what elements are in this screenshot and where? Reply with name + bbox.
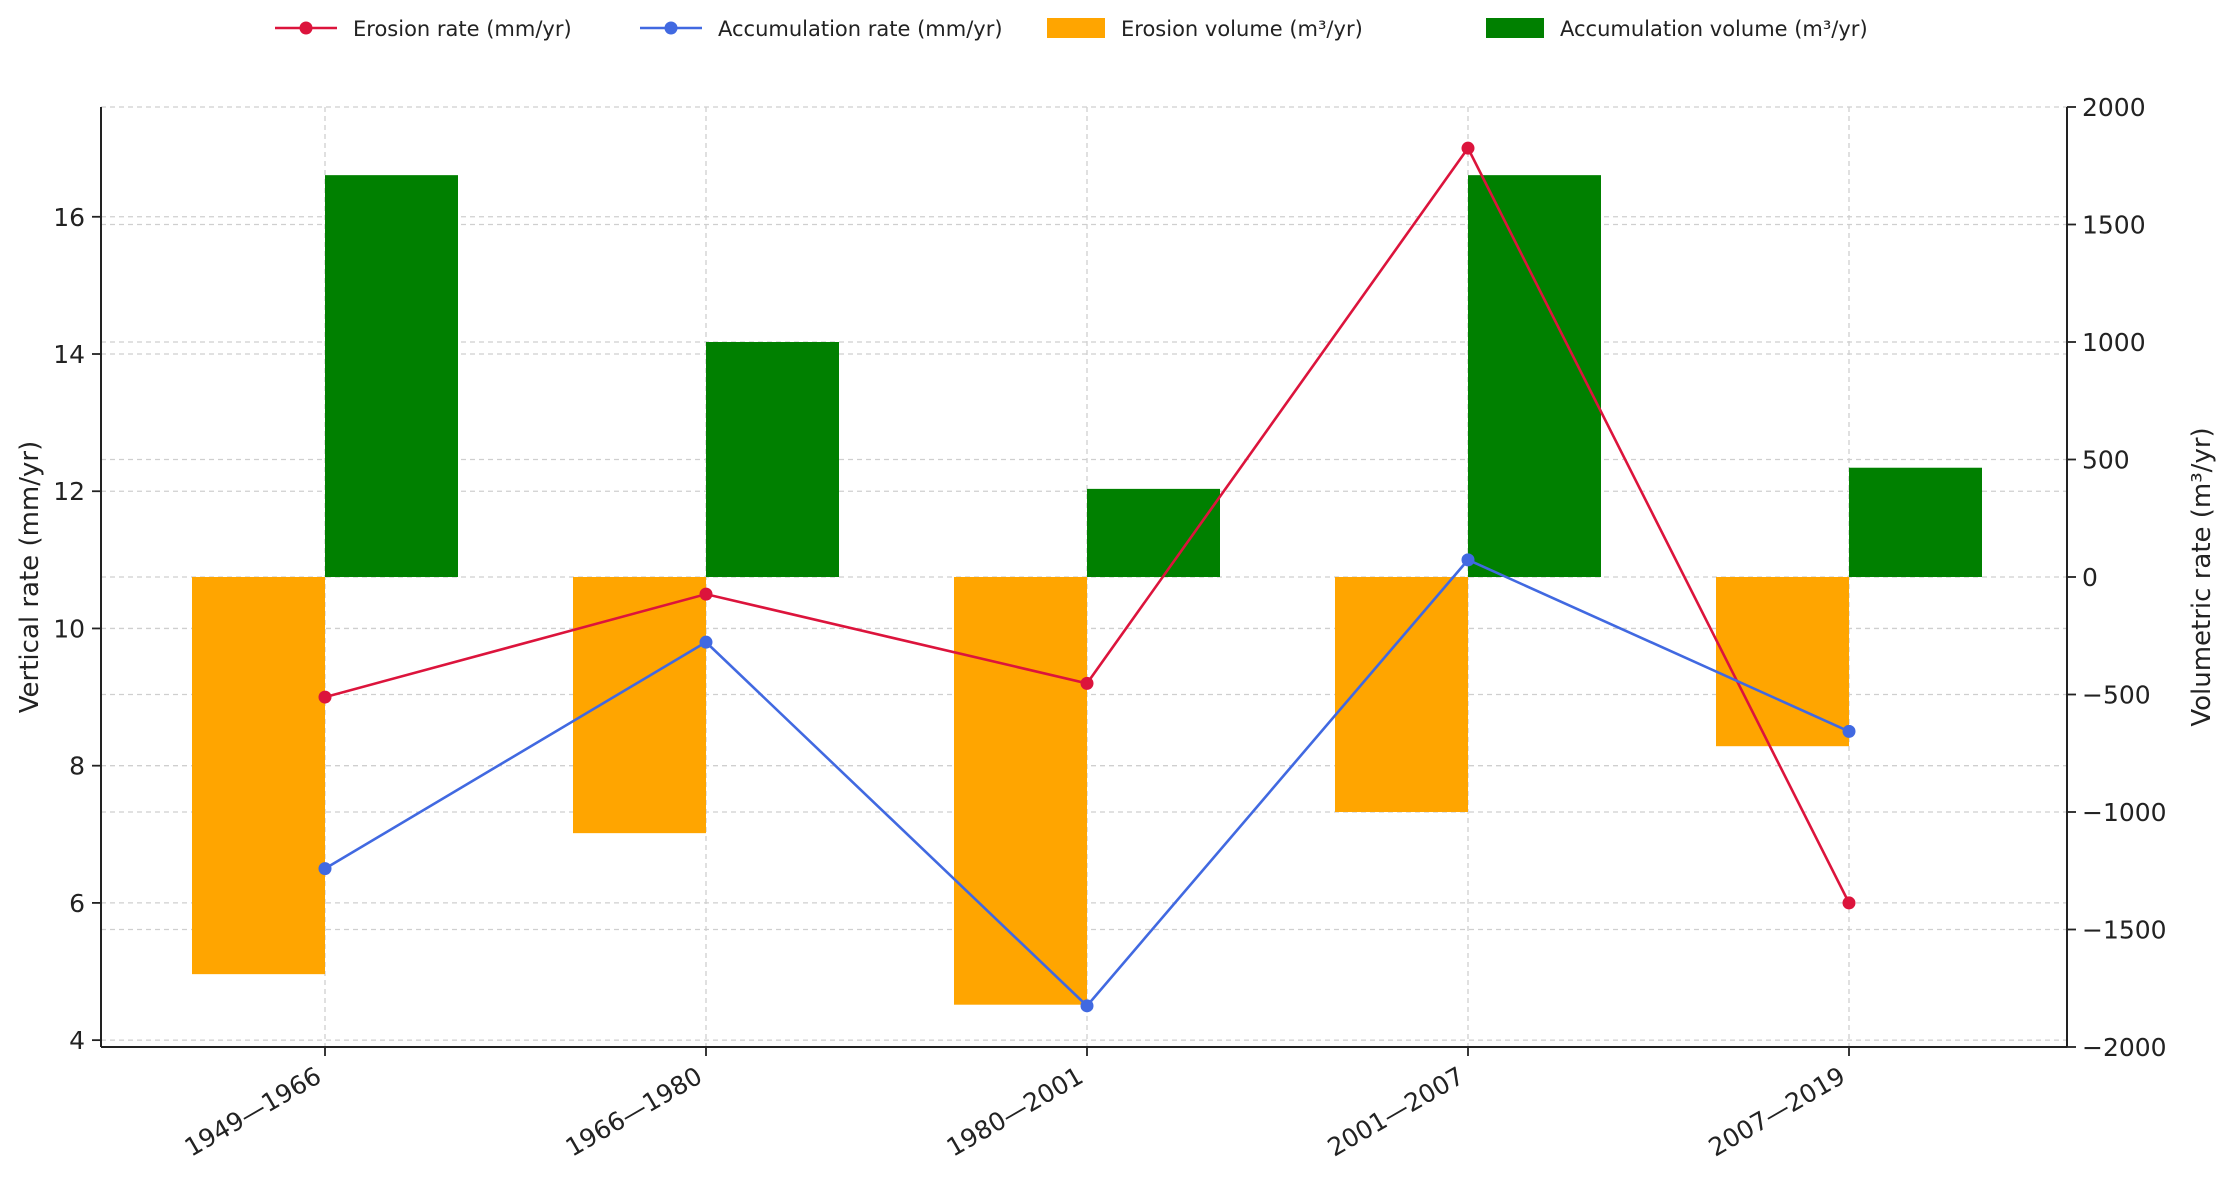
accumulation-rate-point	[699, 635, 713, 649]
legend-accumulation-volume-swatch	[1486, 18, 1544, 38]
legend: Erosion rate (mm/yr) Accumulation rate (m…	[275, 17, 1868, 41]
accumulation-rate-point	[318, 862, 332, 876]
erosion-volume-bar	[954, 577, 1087, 1005]
legend-erosion-rate-label: Erosion rate (mm/yr)	[353, 17, 572, 41]
lines	[318, 141, 1856, 1013]
accumulation-rate-point	[1461, 553, 1475, 567]
legend-erosion-volume-label: Erosion volume (m³/yr)	[1121, 17, 1363, 41]
left-tick-label: 4	[69, 1026, 85, 1055]
erosion-rate-point	[1461, 141, 1475, 155]
right-tick-label: −2000	[2082, 1033, 2167, 1062]
right-tick-label: 500	[2082, 446, 2130, 475]
erosion-volume-bar	[1716, 577, 1849, 747]
right-axis-title: Volumetric rate (m³/yr)	[2187, 427, 2217, 726]
accumulation-rate-point	[1080, 999, 1094, 1013]
left-tick-label: 8	[69, 752, 85, 781]
right-tick-label: −1000	[2082, 798, 2167, 827]
accumulation-volume-bar	[1849, 467, 1982, 577]
right-tick-label: −1500	[2082, 916, 2167, 945]
x-tick-label: 2007—2019	[1704, 1061, 1850, 1162]
legend-accumulation-rate-marker-swatch	[664, 21, 678, 35]
erosion-rate-point	[1842, 896, 1856, 910]
erosion-rate-point	[318, 690, 332, 704]
right-tick-label: 1000	[2082, 328, 2146, 357]
legend-accumulation-volume-label: Accumulation volume (m³/yr)	[1560, 17, 1868, 41]
accumulation-rate-point	[1842, 724, 1856, 738]
legend-accumulation-volume: Accumulation volume (m³/yr)	[1486, 17, 1868, 41]
left-tick-label: 6	[69, 889, 85, 918]
left-tick-label: 12	[53, 477, 85, 506]
accumulation-volume-bar	[1087, 488, 1220, 577]
left-tick-label: 14	[53, 340, 85, 369]
erosion-rate-point	[699, 587, 713, 601]
legend-erosion-rate: Erosion rate (mm/yr)	[275, 17, 572, 41]
x-tick-label: 1966—1980	[561, 1061, 707, 1162]
legend-erosion-volume: Erosion volume (m³/yr)	[1047, 17, 1363, 41]
bars	[192, 175, 1982, 1005]
left-tick-label: 16	[53, 203, 85, 232]
left-tick-label: 10	[53, 614, 85, 643]
right-tick-label: 2000	[2082, 93, 2146, 122]
accumulation-volume-bar	[706, 342, 839, 577]
right-tick-label: −500	[2082, 681, 2151, 710]
legend-erosion-volume-swatch	[1047, 18, 1105, 38]
erosion-volume-bar	[573, 577, 706, 834]
x-tick-label: 1949—1966	[180, 1061, 326, 1162]
x-tick-label: 2001—2007	[1323, 1061, 1469, 1162]
accumulation-volume-bar	[325, 175, 458, 577]
erosion-rate-point	[1080, 676, 1094, 690]
right-tick-label: 0	[2082, 563, 2098, 592]
left-axis-title: Vertical rate (mm/yr)	[15, 441, 45, 713]
legend-accumulation-rate: Accumulation rate (mm/yr)	[640, 17, 1003, 41]
x-tick-label: 1980—2001	[942, 1061, 1088, 1162]
erosion-volume-bar	[192, 577, 325, 975]
legend-accumulation-rate-label: Accumulation rate (mm/yr)	[718, 17, 1003, 41]
accumulation-volume-bar	[1468, 175, 1601, 577]
erosion-volume-bar	[1335, 577, 1468, 812]
legend-erosion-rate-marker-swatch	[299, 21, 313, 35]
right-tick-label: 1500	[2082, 211, 2146, 240]
